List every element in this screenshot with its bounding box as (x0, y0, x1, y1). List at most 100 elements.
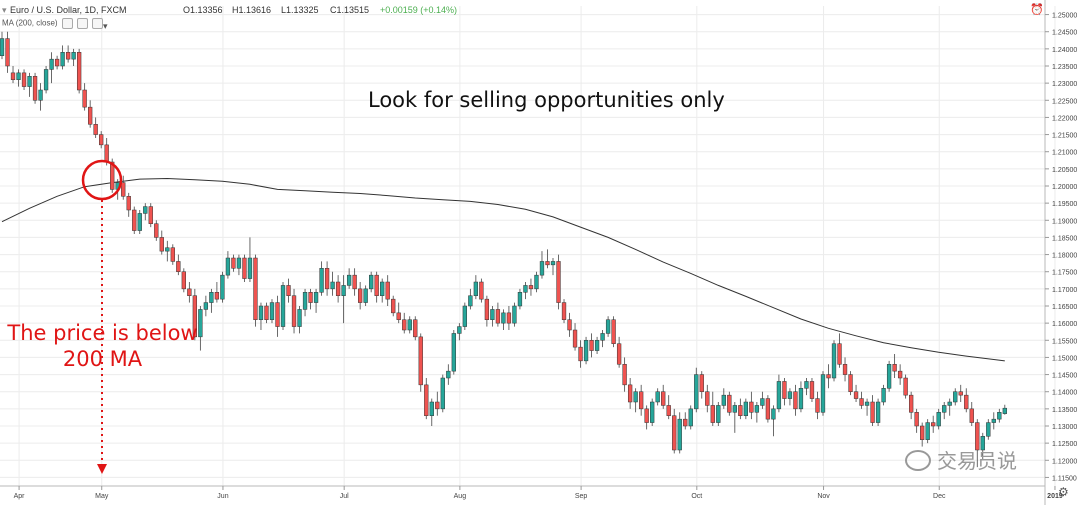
candle (21, 69, 27, 90)
candle-body (639, 391, 644, 410)
candle (5, 31, 10, 73)
ma-200-line (1, 177, 1005, 362)
candle-body (545, 261, 550, 266)
ma-200-path (1, 177, 1005, 362)
candle (154, 220, 159, 241)
candle-body (572, 329, 578, 348)
ma-indicator-label[interactable]: MA (200, close) (2, 18, 104, 29)
candle-body (644, 408, 649, 423)
candle-body (65, 52, 71, 60)
candle-body (875, 401, 881, 423)
candle (214, 282, 220, 303)
candle-body (853, 391, 859, 399)
candle (539, 251, 545, 279)
candle (313, 288, 319, 313)
candle-body (418, 336, 423, 386)
candle (804, 378, 809, 396)
candle (165, 240, 170, 262)
candle (176, 254, 181, 276)
time-tick-label: Jun (217, 493, 228, 500)
candle (892, 354, 897, 378)
price-axis[interactable]: 1.25000 1.24500 1.24000 1.23500 1.23000 1.225… (1044, 0, 1077, 505)
candle (319, 261, 324, 296)
candle-body (280, 285, 286, 327)
symbol-label[interactable]: Euro / U.S. Dollar, 1D, FXCM (10, 5, 127, 15)
candle-body (903, 377, 908, 396)
candle-body (203, 302, 209, 310)
price-tick-label: 1.13500 (1052, 407, 1077, 414)
candle-body (661, 391, 666, 406)
candle-body (490, 309, 495, 320)
candle (644, 405, 649, 430)
watermark-text: 交易员说 (937, 449, 1017, 473)
candle-body (743, 401, 749, 416)
alert-icon[interactable]: ⏰ (1030, 4, 1044, 16)
candle (903, 374, 908, 399)
candle-body (451, 333, 456, 372)
candle-body (909, 394, 914, 413)
candle-body (242, 257, 247, 279)
candle-body (809, 381, 815, 399)
candle (798, 381, 804, 413)
chart-settings-gear-icon[interactable]: ⚙ (1058, 485, 1069, 499)
candle (837, 333, 842, 368)
candle (633, 388, 638, 413)
candle (572, 323, 578, 351)
candle (462, 302, 467, 330)
candle-body (313, 292, 319, 303)
candle (99, 131, 104, 149)
candle (242, 254, 247, 282)
candle (82, 83, 87, 111)
candle (787, 388, 793, 406)
candle-body (60, 52, 65, 67)
candle-body (721, 394, 726, 406)
price-tick-label: 1.17500 (1052, 270, 1077, 277)
time-tick-label: May (95, 493, 109, 500)
candle-body (512, 305, 517, 324)
candle-body (214, 292, 220, 300)
price-tick-label: 1.23000 (1052, 81, 1077, 88)
candle (721, 388, 726, 409)
candle (517, 288, 523, 310)
price-tick-label: 1.21500 (1052, 133, 1077, 140)
time-tick-label: Sep (575, 493, 588, 500)
candle-body (666, 405, 671, 416)
candle (677, 412, 682, 454)
eye-icon[interactable] (61, 18, 73, 29)
candle (402, 312, 407, 334)
ohlc-high: H1.13616 (232, 5, 272, 15)
chart-header: ▾ Euro / U.S. Dollar, 1D, FXCM O1.13356 … (0, 0, 1045, 18)
candle-body (583, 340, 589, 362)
candle-body (247, 257, 253, 279)
dropdown-arrow-icon[interactable]: ▾ (103, 21, 108, 31)
candle (765, 395, 771, 423)
candle-body (826, 374, 831, 379)
candle (341, 275, 346, 324)
close-icon[interactable] (92, 18, 104, 29)
candle (771, 405, 776, 437)
candle (831, 340, 837, 382)
candle (732, 402, 737, 433)
time-axis[interactable]: AprMayJunJulAugSepOctNovDec2019FebMarAp (0, 485, 1080, 500)
candle-body (964, 394, 969, 410)
candle-body (732, 405, 737, 413)
candle-body (143, 206, 148, 214)
candle-body (192, 295, 197, 338)
settings-icon[interactable] (77, 18, 89, 29)
candle-body (335, 281, 341, 296)
candle (446, 364, 451, 385)
candle-body (782, 381, 787, 399)
candle-body (831, 343, 837, 379)
candle-body (765, 398, 771, 420)
candle-body (374, 274, 379, 296)
candle (942, 402, 947, 420)
candle (352, 268, 357, 296)
candle-body (346, 274, 352, 286)
candle-body (104, 144, 109, 163)
chevron-down-icon[interactable]: ▾ (2, 5, 7, 15)
candle (567, 312, 572, 337)
candle (291, 288, 297, 334)
candle (10, 66, 16, 84)
candle-body (88, 106, 93, 125)
